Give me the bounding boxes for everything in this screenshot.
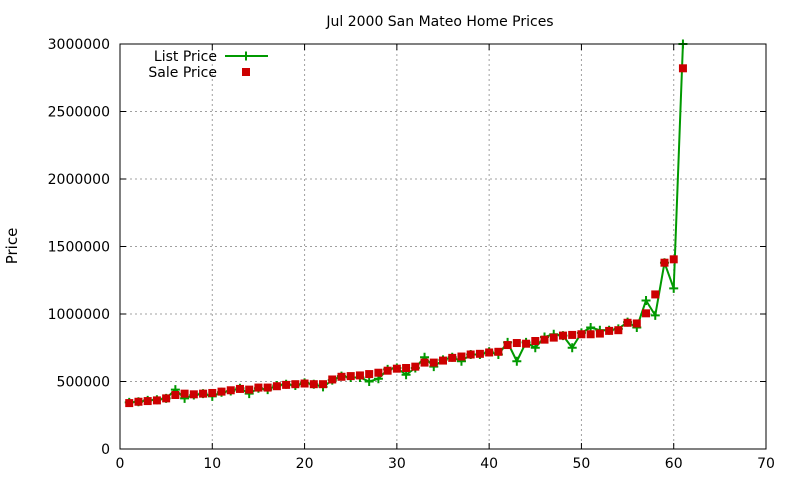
- sale-price-point: [291, 380, 300, 389]
- sale-price-point: [475, 349, 484, 358]
- sale-price-point: [245, 385, 254, 394]
- sale-price-point: [374, 368, 383, 377]
- y-tick-label: 3000000: [48, 37, 110, 53]
- x-tick-label: 20: [296, 456, 314, 472]
- sale-price-point: [162, 394, 171, 403]
- sale-price-point: [439, 356, 447, 365]
- sale-price-point: [254, 383, 263, 392]
- x-tick-label: 50: [573, 456, 591, 472]
- sale-price-point: [143, 397, 152, 406]
- x-tick-label: 60: [665, 456, 683, 472]
- sale-price-point: [568, 330, 577, 339]
- sale-price-point: [263, 383, 272, 392]
- sale-price-point: [134, 397, 143, 406]
- sale-price-point: [411, 362, 420, 371]
- sale-price-point: [300, 379, 309, 388]
- sale-price-point: [125, 399, 134, 408]
- sale-price-point: [623, 318, 632, 327]
- sale-price-point: [235, 384, 244, 393]
- sale-price-point: [651, 290, 660, 299]
- sale-price-point: [457, 352, 466, 361]
- list-price-point: [669, 283, 679, 293]
- sale-price-point: [642, 309, 651, 318]
- x-tick-label: 70: [757, 456, 775, 472]
- sale-price-point: [614, 326, 623, 335]
- sale-price-point: [512, 339, 521, 348]
- y-tick-label: 1000000: [48, 307, 110, 323]
- sale-price-point: [420, 358, 429, 367]
- list-price-point: [512, 356, 522, 366]
- sale-price-point: [678, 64, 687, 73]
- plot-frame: [119, 43, 767, 450]
- y-axis-label: Price: [3, 228, 21, 265]
- sale-price-point: [272, 382, 281, 391]
- sale-price-point: [383, 366, 392, 375]
- sale-price-point: [355, 371, 364, 380]
- sale-price-point: [669, 255, 678, 264]
- sale-price-point: [558, 331, 567, 340]
- sale-price-point: [217, 387, 226, 396]
- sale-price-point: [199, 389, 208, 398]
- sale-price-point: [577, 330, 586, 339]
- sale-price-point: [494, 347, 503, 356]
- sale-price-point: [660, 258, 669, 267]
- sale-price-point: [632, 319, 641, 328]
- sale-price-point: [503, 341, 512, 350]
- chart-title: Jul 2000 San Mateo Home Prices: [325, 14, 553, 30]
- sale-price-point: [328, 375, 337, 384]
- sale-price-point: [485, 348, 494, 357]
- sale-price-point: [309, 380, 318, 389]
- list-price-point: [650, 310, 660, 320]
- tick-labels: 0 10 20 30 40 50 60 70 0 500000 1000000 1500000 2000…: [48, 37, 775, 472]
- sale-price-point: [189, 390, 198, 399]
- sale-price-point: [595, 329, 604, 338]
- list-price-point: [641, 296, 651, 305]
- sale-price-point: [540, 335, 549, 344]
- x-tick-label: 0: [116, 456, 125, 472]
- sale-price-point: [531, 337, 540, 345]
- sale-price-point: [448, 353, 457, 362]
- sale-price-point: [226, 386, 235, 395]
- list-price-point: [364, 377, 374, 386]
- x-tick-label: 30: [388, 456, 406, 472]
- y-tick-label: 2500000: [48, 105, 110, 121]
- x-tick-label: 40: [480, 456, 498, 472]
- sale-price-point: [429, 358, 438, 367]
- sale-price-point: [522, 339, 531, 348]
- y-tick-label: 0: [101, 442, 110, 458]
- legend-marker-sale-price: [242, 68, 250, 76]
- sale-price-point: [180, 389, 189, 398]
- sale-price-point: [152, 396, 161, 405]
- list-price-point: [567, 343, 577, 353]
- sale-price-point: [337, 372, 346, 381]
- x-tick-label: 10: [203, 456, 221, 472]
- legend-label-list-price: List Price: [154, 49, 217, 65]
- sale-price-point: [402, 364, 411, 372]
- sale-price-point: [282, 380, 291, 389]
- y-tick-label: 500000: [57, 375, 110, 391]
- sale-price-point: [466, 350, 475, 359]
- sale-price-point: [171, 391, 180, 399]
- legend-label-sale-price: Sale Price: [148, 65, 217, 81]
- sale-price-series: [125, 64, 687, 408]
- y-tick-label: 2000000: [48, 172, 110, 188]
- sale-price-point: [549, 333, 558, 342]
- y-tick-label: 1500000: [48, 240, 110, 256]
- sale-price-point: [346, 372, 355, 381]
- sale-price-point: [365, 370, 374, 379]
- sale-price-point: [605, 326, 614, 335]
- sale-price-point: [208, 388, 217, 397]
- sale-price-point: [319, 380, 328, 389]
- sale-price-point: [392, 364, 401, 373]
- legend-marker-list-price: [241, 51, 251, 61]
- sale-price-point: [586, 330, 595, 339]
